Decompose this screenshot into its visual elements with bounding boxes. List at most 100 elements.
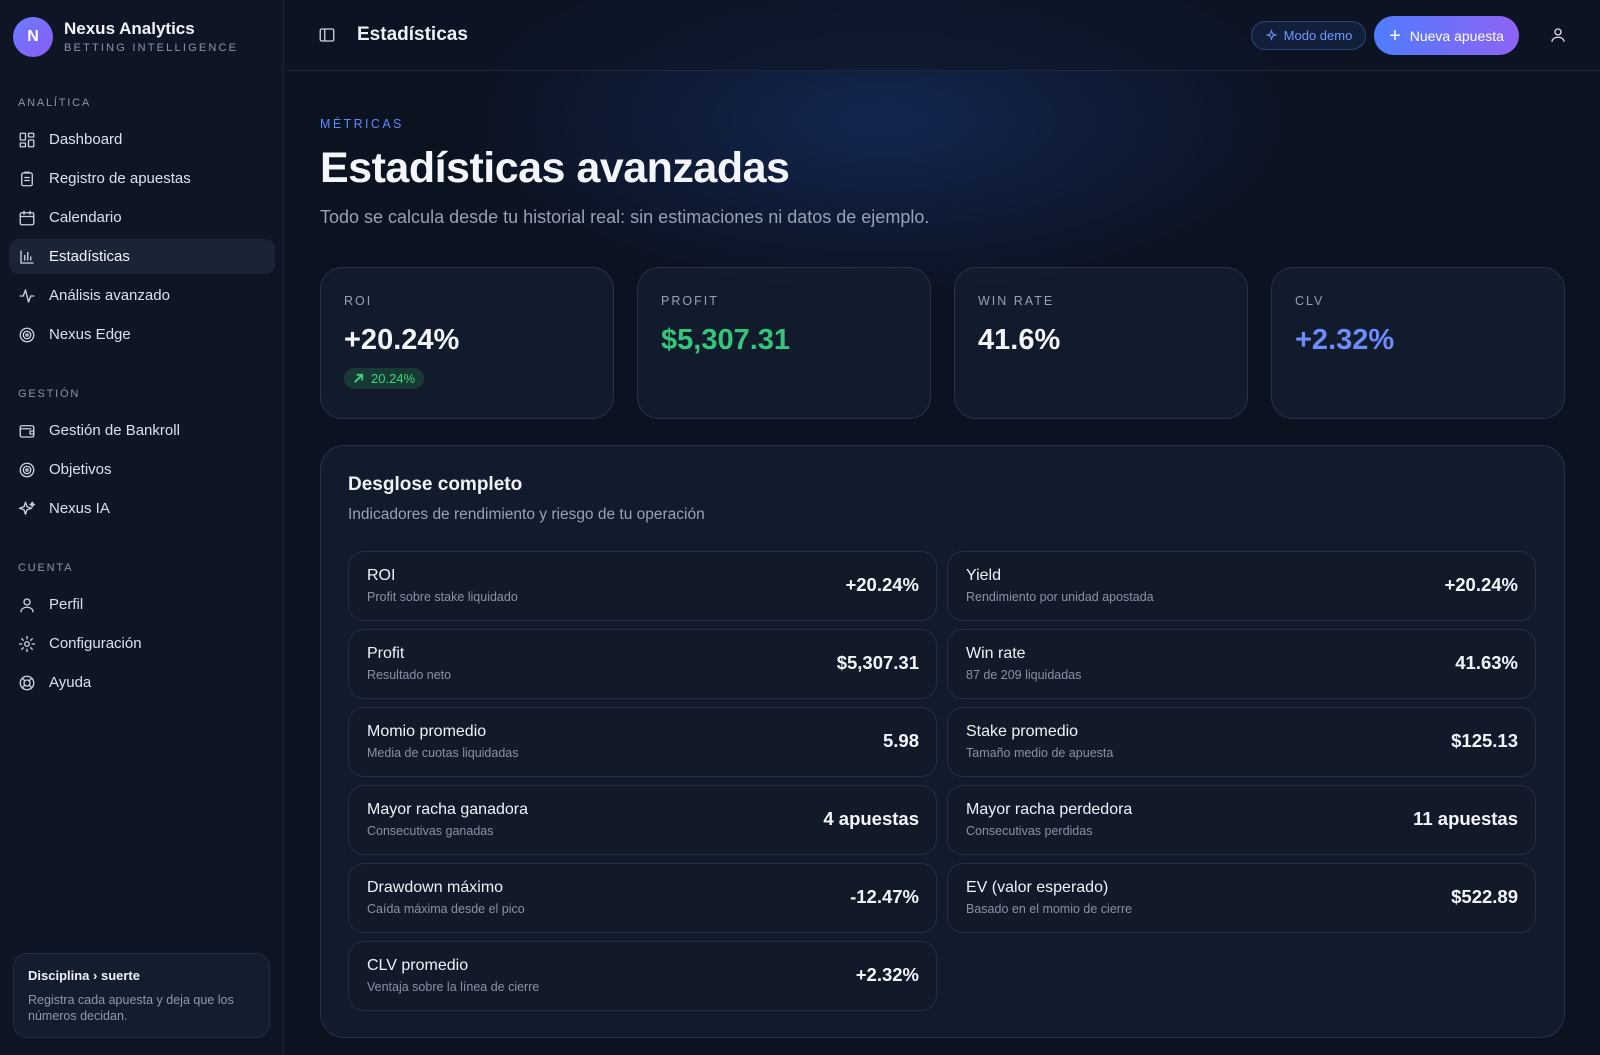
metric-row: Yield Rendimiento por unidad apostada +20.… (947, 551, 1536, 621)
calendar-icon (18, 209, 36, 227)
sidebar-item-label: Perfil (49, 596, 84, 613)
metric-description: Consecutivas ganadas (367, 824, 494, 838)
kpi-card-roi: ROI +20.24% 20.24% (320, 267, 614, 419)
metric-value: 41.63% (1455, 652, 1518, 673)
kpi-card-profit: PROFIT $5,307.31 (637, 267, 931, 419)
nav-section: ANALÍTICA Dashboard Registro de apuestas Ca… (0, 96, 284, 352)
target-icon (18, 326, 36, 344)
sidebar-item-estadisticas[interactable]: Estadísticas (9, 239, 275, 274)
sparkles-icon (1265, 29, 1278, 41)
metric-value: +20.24% (1444, 574, 1518, 595)
sidebar-item-perfil[interactable]: Perfil (9, 587, 275, 622)
tip-card: Disciplina › suerte Registra cada apuest… (13, 953, 270, 1038)
metric-value: -12.47% (850, 886, 919, 907)
metric-description: 87 de 209 liquidadas (966, 668, 1082, 682)
sidebar-item-dashboard[interactable]: Dashboard (9, 122, 275, 157)
clipboard-icon (18, 170, 36, 188)
page-title: Estadísticas avanzadas (320, 144, 790, 192)
breakdown-title: Desglose completo (348, 474, 523, 495)
sidebar-item-analisis-avanzado[interactable]: Análisis avanzado (9, 278, 275, 313)
sidebar-item-label: Análisis avanzado (49, 287, 170, 304)
kpi-value: +20.24% (344, 324, 460, 356)
sidebar-item-registro-de-apuestas[interactable]: Registro de apuestas (9, 161, 275, 196)
sidebar-item-nexus-ia[interactable]: Nexus IA (9, 491, 275, 526)
metric-name: Momio promedio (367, 723, 487, 740)
goal-icon (18, 461, 36, 479)
sidebar-item-configuracion[interactable]: Configuración (9, 626, 275, 661)
metric-value: 11 apuestas (1413, 808, 1518, 829)
sidebar-item-label: Nexus Edge (49, 326, 131, 343)
demo-mode-badge[interactable]: Modo demo (1251, 21, 1366, 50)
section-eyebrow: MÉTRICAS (320, 117, 404, 131)
sidebar-item-label: Ayuda (49, 674, 92, 691)
metric-row: Mayor racha ganadora Consecutivas ganadas… (348, 785, 937, 855)
topbar-title: Estadísticas (357, 24, 468, 45)
dashboard-icon (18, 131, 36, 149)
metric-name: CLV promedio (367, 957, 469, 974)
tip-title: Disciplina › suerte (28, 968, 140, 983)
metric-name: Profit (367, 645, 405, 662)
metric-row: Drawdown máximo Caída máxima desde el pic… (348, 863, 937, 933)
brand-name: Nexus Analytics (64, 19, 195, 38)
nav-section: CUENTA Perfil Configuración Ayuda (0, 561, 284, 700)
trend-chip: 20.24% (344, 368, 425, 389)
trend-chip-value: 20.24% (371, 371, 416, 386)
metric-name: Win rate (966, 645, 1026, 662)
nav-section-title: CUENTA (18, 562, 74, 574)
new-bet-button[interactable]: + Nueva apuesta (1374, 16, 1519, 55)
brand[interactable]: N Nexus Analytics BETTING INTELLIGENCE (13, 17, 238, 57)
sidebar-item-label: Gestión de Bankroll (49, 422, 180, 439)
sidebar-item-label: Nexus IA (49, 500, 110, 517)
kpi-label: WIN RATE (978, 294, 1055, 308)
tip-text: Registra cada apuesta y deja que los núm… (28, 993, 234, 1023)
metric-name: EV (valor esperado) (966, 879, 1109, 896)
metric-value: 5.98 (882, 730, 919, 751)
metric-description: Basado en el momio de cierre (966, 902, 1133, 916)
sidebar-item-calendario[interactable]: Calendario (9, 200, 275, 235)
brand-logo: N (13, 17, 53, 57)
kpi-card-win-rate: WIN RATE 41.6% (954, 267, 1248, 419)
breakdown-panel: Desglose completo Indicadores de rendimi… (320, 445, 1565, 1038)
sidebar-toggle-icon[interactable] (318, 26, 336, 44)
kpi-value: 41.6% (978, 324, 1061, 356)
user-icon (18, 596, 36, 614)
metric-value: $125.13 (1451, 730, 1518, 751)
kpi-value: +2.32% (1295, 324, 1395, 356)
main-content: Estadísticas Modo demo + Nueva apuesta M… (285, 0, 1600, 1055)
metric-value: $5,307.31 (836, 652, 919, 673)
sidebar-item-label: Calendario (49, 209, 122, 226)
sidebar-item-ayuda[interactable]: Ayuda (9, 665, 275, 700)
sidebar-item-label: Dashboard (49, 131, 123, 148)
metric-name: ROI (367, 567, 396, 584)
user-menu-icon[interactable] (1549, 26, 1567, 44)
kpi-label: ROI (344, 294, 373, 308)
metric-name: Drawdown máximo (367, 879, 504, 896)
page-subtitle: Todo se calcula desde tu historial real:… (320, 207, 930, 227)
metric-row: Momio promedio Media de cuotas liquidadas… (348, 707, 937, 777)
metric-row: Stake promedio Tamaño medio de apuesta $12… (947, 707, 1536, 777)
kpi-label: PROFIT (661, 294, 719, 308)
sidebar-item-label: Objetivos (49, 461, 112, 478)
sidebar-item-objetivos[interactable]: Objetivos (9, 452, 275, 487)
sidebar-item-gestion-de-bankroll[interactable]: Gestión de Bankroll (9, 413, 275, 448)
plus-icon: + (1389, 24, 1401, 47)
metric-description: Caída máxima desde el pico (367, 902, 525, 916)
arrow-up-right-icon (354, 373, 364, 383)
lifebuoy-icon (18, 674, 36, 692)
metric-value: 4 apuestas (823, 808, 919, 829)
gear-icon (18, 635, 36, 653)
topbar: Estadísticas Modo demo + Nueva apuesta (285, 0, 1600, 71)
nav-section-title: GESTIÓN (18, 388, 81, 400)
breakdown-subtitle: Indicadores de rendimiento y riesgo de t… (348, 506, 705, 523)
new-bet-label: Nueva apuesta (1409, 27, 1504, 44)
metric-row: CLV promedio Ventaja sobre la línea de ci… (348, 941, 937, 1011)
metric-row: Profit Resultado neto $5,307.31 (348, 629, 937, 699)
sidebar-item-nexus-edge[interactable]: Nexus Edge (9, 317, 275, 352)
metric-description: Profit sobre stake liquidado (367, 590, 518, 604)
wallet-icon (18, 422, 36, 440)
metric-row: EV (valor esperado) Basado en el momio de… (947, 863, 1536, 933)
bar-chart-icon (18, 248, 36, 266)
kpi-card-clv: CLV +2.32% (1271, 267, 1565, 419)
kpi-value: $5,307.31 (661, 324, 791, 356)
nav-section: GESTIÓN Gestión de Bankroll Objetivos Nexus… (0, 387, 284, 526)
